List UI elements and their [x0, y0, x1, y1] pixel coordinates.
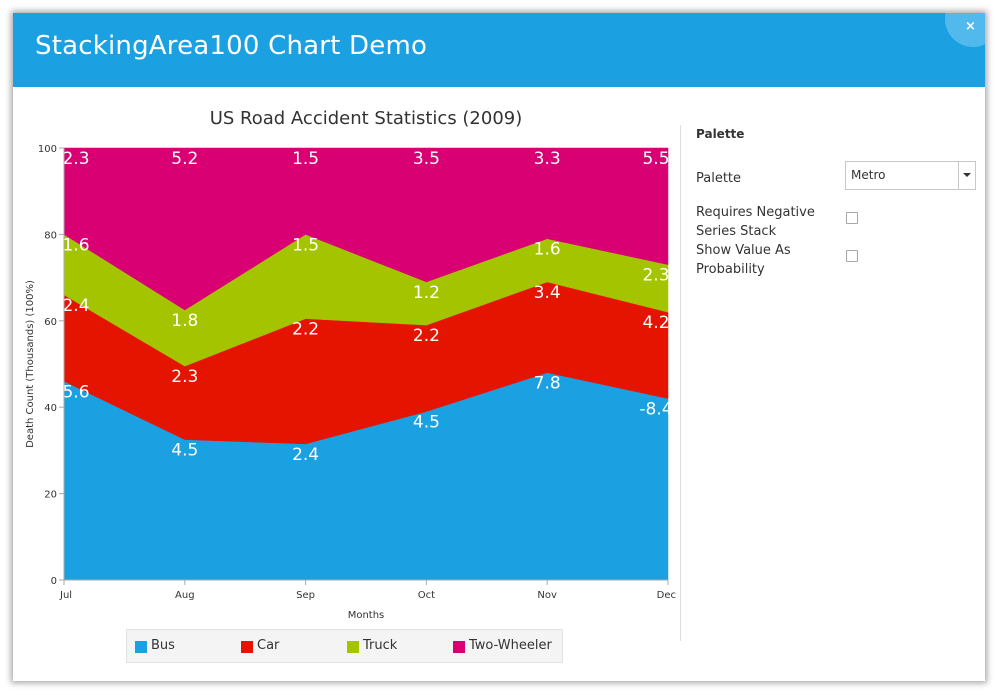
- data-label-two-wheeler: 2.3: [62, 149, 89, 169]
- title-bar: StackingArea100 Chart Demo ×: [13, 13, 985, 87]
- panel-divider: [680, 125, 681, 641]
- window-title: StackingArea100 Chart Demo: [35, 31, 428, 61]
- data-label-two-wheeler: 1.5: [292, 149, 319, 169]
- x-tick-label: Oct: [418, 590, 435, 601]
- close-button[interactable]: ×: [945, 13, 985, 47]
- legend-swatch-car: [241, 641, 253, 653]
- legend-label-bus: Bus: [151, 638, 175, 653]
- y-tick-label: 40: [44, 403, 57, 414]
- data-label-bus: 4.5: [413, 413, 440, 433]
- demo-window: StackingArea100 Chart Demo × US Road Acc…: [13, 13, 985, 681]
- y-tick-label: 80: [44, 230, 57, 241]
- y-tick-label: 20: [44, 490, 57, 501]
- chevron-down-icon: [963, 173, 971, 177]
- data-label-truck: 1.5: [292, 235, 319, 255]
- palette-label: Palette: [696, 171, 742, 186]
- data-label-truck: 1.6: [62, 235, 89, 255]
- data-label-bus: 5.6: [62, 382, 89, 402]
- x-tick-label: Nov: [537, 590, 557, 601]
- negative-stack-label: Requires Negative Series Stack: [696, 205, 815, 239]
- x-tick-label: Aug: [175, 590, 195, 601]
- data-label-truck: 1.6: [534, 240, 561, 260]
- data-label-truck: 1.8: [171, 311, 198, 331]
- y-tick-label: 100: [38, 144, 57, 155]
- legend-label-truck: Truck: [363, 638, 398, 653]
- y-tick-label: 0: [51, 576, 57, 587]
- x-tick-label: Jul: [59, 590, 72, 601]
- data-label-car: 2.2: [292, 320, 319, 340]
- negative-stack-checkbox[interactable]: [846, 212, 858, 224]
- probability-checkbox[interactable]: [846, 250, 858, 262]
- x-tick-label: Dec: [657, 590, 676, 601]
- legend-label-car: Car: [257, 638, 280, 653]
- data-label-bus: 4.5: [171, 441, 198, 461]
- data-label-truck: 2.3: [642, 266, 669, 286]
- series-area-two-wheeler[interactable]: [63, 147, 669, 311]
- panel-heading: Palette: [696, 127, 745, 141]
- close-icon: ×: [965, 19, 976, 34]
- x-axis-title: Months: [348, 610, 385, 621]
- data-label-truck: 1.2: [413, 283, 440, 303]
- data-label-two-wheeler: 5.5: [642, 149, 669, 169]
- probability-label: Show Value As Probability: [696, 243, 791, 277]
- palette-select-value: Metro: [851, 168, 886, 182]
- y-axis-title: Death Count (Thousands) (100%): [25, 280, 36, 448]
- data-label-car: 4.2: [642, 313, 669, 333]
- data-label-car: 2.2: [413, 326, 440, 346]
- y-tick-label: 60: [44, 317, 57, 328]
- data-label-bus: -8.4: [639, 400, 672, 420]
- data-label-bus: 2.4: [292, 445, 319, 465]
- palette-dropdown-button[interactable]: [958, 162, 975, 189]
- data-label-two-wheeler: 3.3: [534, 149, 561, 169]
- data-label-two-wheeler: 5.2: [171, 149, 198, 169]
- data-label-car: 2.3: [171, 367, 198, 387]
- legend-swatch-truck: [347, 641, 359, 653]
- stacked-area-chart: US Road Accident Statistics (2009) 5.6 4.5…: [25, 108, 676, 621]
- palette-select[interactable]: Metro: [845, 161, 976, 190]
- legend-swatch-two-wheeler: [453, 641, 465, 653]
- data-label-car: 2.4: [62, 296, 89, 316]
- data-label-two-wheeler: 3.5: [413, 149, 440, 169]
- legend-label-two-wheeler: Two-Wheeler: [469, 638, 552, 653]
- data-label-bus: 7.8: [534, 374, 561, 394]
- data-label-car: 3.4: [534, 283, 561, 303]
- chart-legend: Bus Car Truck Two-Wheeler: [126, 629, 563, 663]
- x-tick-label: Sep: [296, 590, 315, 601]
- chart-title: US Road Accident Statistics (2009): [210, 108, 523, 129]
- legend-swatch-bus: [135, 641, 147, 653]
